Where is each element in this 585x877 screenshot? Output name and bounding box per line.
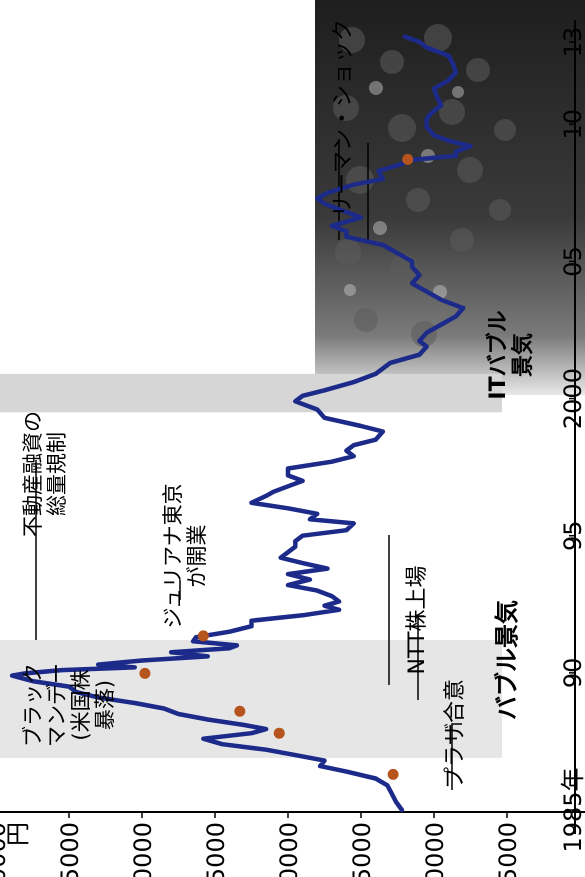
annotation-ntt-listing-line-0: NTT株上場 — [405, 566, 430, 675]
annotation-black-monday-line-3: 暴落) — [93, 680, 117, 730]
time-tick-label-6: 13 — [559, 27, 585, 58]
event-marker-1 — [273, 727, 285, 739]
time-tick-label-0: 1985年 — [559, 767, 585, 852]
annotation-juliana-line-1: が開業 — [185, 525, 209, 588]
price-tick-label-2: 15000 — [348, 822, 376, 877]
time-tick-label-5: 10 — [559, 109, 585, 140]
time-tick-label-3: 2000 — [559, 368, 585, 429]
price-tick-label-7: 40000 — [0, 822, 11, 877]
price-tick-label-0: 5000 — [494, 822, 522, 877]
time-tick-label-1: 90 — [559, 658, 585, 689]
crowd-photo — [315, 0, 585, 395]
period-label-it-bubble-line-0: ITバブル — [485, 310, 511, 399]
price-tick-label-3: 20000 — [275, 822, 303, 877]
price-tick-label-4: 25000 — [202, 822, 230, 877]
annotation-real-estate-limit-line-0: 不動産融資の — [21, 411, 45, 537]
shaded-period-1 — [0, 373, 502, 413]
period-label-it-bubble-line-1: 景気 — [510, 333, 536, 377]
annotation-black-monday-line-1: マンデー — [45, 663, 69, 747]
annotation-black-monday-line-0: ブラック — [21, 663, 45, 747]
event-marker-0 — [387, 768, 399, 780]
event-markers — [139, 153, 414, 780]
axes: 5000 10000 15000 20000 25000 30000 35000 40000円… — [0, 20, 585, 877]
price-tick-label-6: 35000 — [56, 822, 84, 877]
event-marker-2 — [234, 705, 246, 717]
price-tick-label-1: 10000 — [421, 822, 449, 877]
time-tick-label-2: 95 — [559, 520, 585, 551]
time-tick-label-4: 05 — [559, 246, 585, 277]
leader-line-1 — [417, 615, 424, 700]
annotation-real-estate-limit-line-1: 総量規制 — [45, 432, 69, 516]
annotation-plaza-accord-line-0: プラザ合意 — [443, 679, 468, 789]
event-marker-3 — [139, 667, 151, 679]
leader-line-0 — [451, 723, 462, 790]
price-unit-label: 円 — [4, 822, 32, 846]
nikkei-line — [9, 34, 473, 813]
series-layer — [9, 34, 473, 813]
event-marker-4 — [197, 630, 209, 642]
annotation-lehman-shock-line-0: リーマン・ショック — [331, 19, 356, 217]
event-marker-5 — [402, 153, 414, 165]
price-tick-label-5: 30000 — [129, 822, 157, 877]
period-label-bubble-line-0: バブル景気 — [493, 600, 521, 720]
annotation-juliana-line-0: ジュリアナ東京 — [161, 483, 185, 628]
annotation-black-monday-line-2: (米国株 — [69, 669, 93, 740]
